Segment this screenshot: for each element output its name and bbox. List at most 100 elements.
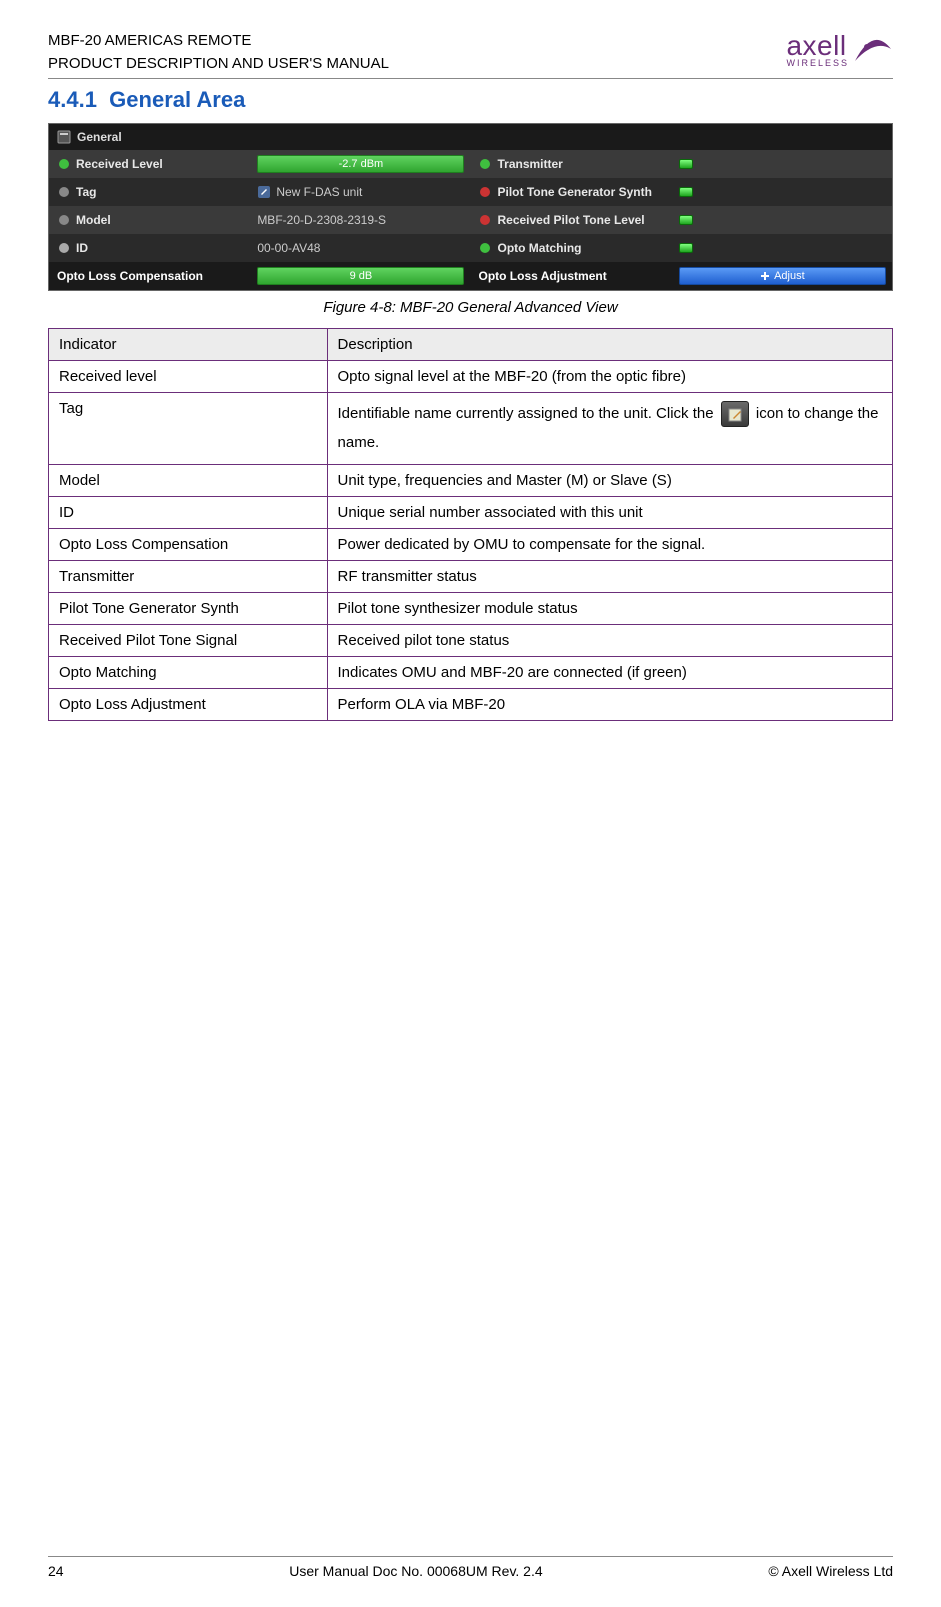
indicator-table: Indicator Description Received levelOpto…: [48, 328, 893, 721]
row-value-left: New F-DAS unit: [251, 178, 470, 206]
description-cell: Unique serial number associated with thi…: [327, 497, 892, 529]
signal-icon: [57, 157, 71, 171]
description-cell: Perform OLA via MBF-20: [327, 689, 892, 721]
table-row: Opto Loss CompensationPower dedicated by…: [49, 529, 893, 561]
row-label-left: Opto Loss Compensation: [49, 262, 251, 290]
row-value-left: 00-00-AV48: [251, 234, 470, 262]
screenshot-row: Model MBF-20-D-2308-2319-S Received Pilot …: [49, 206, 892, 234]
row-label-left: Received Level: [49, 150, 251, 178]
row-value-right: Adjust: [673, 262, 892, 290]
general-panel-screenshot: General Received Level -2.7 dBm Transmitte…: [48, 123, 893, 291]
indicator-cell: Pilot Tone Generator Synth: [49, 593, 328, 625]
section-number: 4.4.1: [48, 87, 97, 112]
row-value-right: [673, 234, 892, 262]
logo-swoosh-icon: [853, 31, 893, 67]
footer-page-number: 24: [48, 1563, 64, 1579]
logo-subtext: WIRELESS: [786, 58, 849, 68]
table-row: Received levelOpto signal level at the M…: [49, 361, 893, 393]
row-value-left: -2.7 dBm: [251, 150, 470, 178]
section-heading: 4.4.1 General Area: [48, 87, 893, 113]
indicator-cell: Model: [49, 465, 328, 497]
id-icon: [57, 241, 71, 255]
wave-icon: [478, 185, 492, 199]
screenshot-row: Received Level -2.7 dBm Transmitter: [49, 150, 892, 178]
status-led: [679, 215, 693, 225]
description-cell: Pilot tone synthesizer module status: [327, 593, 892, 625]
table-row: Pilot Tone Generator SynthPilot tone syn…: [49, 593, 893, 625]
table-row: Opto Loss AdjustmentPerform OLA via MBF-…: [49, 689, 893, 721]
panel-title: General: [77, 130, 122, 144]
header-line1: MBF-20 AMERICAS REMOTE: [48, 30, 389, 51]
indicator-cell: Received Pilot Tone Signal: [49, 625, 328, 657]
value-text: New F-DAS unit: [276, 185, 362, 199]
row-label-left: ID: [49, 234, 251, 262]
figure-caption: Figure 4-8: MBF-20 General Advanced View: [48, 299, 893, 316]
indicator-cell: Transmitter: [49, 561, 328, 593]
header-text-block: MBF-20 AMERICAS REMOTE PRODUCT DESCRIPTI…: [48, 30, 389, 74]
table-row: ModelUnit type, frequencies and Master (…: [49, 465, 893, 497]
page-footer: 24 User Manual Doc No. 00068UM Rev. 2.4 …: [48, 1556, 893, 1579]
tag-icon: [57, 185, 71, 199]
adjust-button[interactable]: Adjust: [679, 267, 886, 285]
value-text: 00-00-AV48: [257, 241, 320, 255]
description-cell: Indicates OMU and MBF-20 are connected (…: [327, 657, 892, 689]
description-cell: Opto signal level at the MBF-20 (from th…: [327, 361, 892, 393]
indicator-cell: ID: [49, 497, 328, 529]
row-label-right: Opto Loss Adjustment: [470, 262, 672, 290]
description-cell: Power dedicated by OMU to compensate for…: [327, 529, 892, 561]
header-rule: [48, 78, 893, 79]
screenshot-row: Opto Loss Compensation 9 dB Opto Loss Adju…: [49, 262, 892, 290]
table-row: TransmitterRF transmitter status: [49, 561, 893, 593]
row-value-left: 9 dB: [251, 262, 470, 290]
adjust-icon: [760, 271, 770, 281]
panel-header: General: [49, 124, 892, 150]
edit-icon: [721, 401, 749, 427]
table-header-row: Indicator Description: [49, 329, 893, 361]
page-header: MBF-20 AMERICAS REMOTE PRODUCT DESCRIPTI…: [48, 30, 893, 74]
table-header-indicator: Indicator: [49, 329, 328, 361]
indicator-cell: Tag: [49, 393, 328, 465]
row-label-left: Tag: [49, 178, 251, 206]
row-value-right: [673, 206, 892, 234]
table-row: IDUnique serial number associated with t…: [49, 497, 893, 529]
description-cell: Unit type, frequencies and Master (M) or…: [327, 465, 892, 497]
wave-icon: [478, 213, 492, 227]
status-led: [679, 159, 693, 169]
antenna-icon: [478, 157, 492, 171]
row-label-right: Received Pilot Tone Level: [470, 206, 672, 234]
value-bar: -2.7 dBm: [257, 155, 464, 173]
row-label-right: Opto Matching: [470, 234, 672, 262]
screenshot-row: ID 00-00-AV48 Opto Matching: [49, 234, 892, 262]
table-row: Received Pilot Tone SignalReceived pilot…: [49, 625, 893, 657]
row-label-right: Transmitter: [470, 150, 672, 178]
plug-icon: [478, 241, 492, 255]
header-line2: PRODUCT DESCRIPTION AND USER'S MANUAL: [48, 53, 389, 74]
table-header-description: Description: [327, 329, 892, 361]
indicator-cell: Opto Loss Adjustment: [49, 689, 328, 721]
footer-right: © Axell Wireless Ltd: [768, 1563, 893, 1579]
status-led: [679, 243, 693, 253]
description-cell: Identifiable name currently assigned to …: [327, 393, 892, 465]
section-title-text: General Area: [109, 87, 245, 112]
indicator-cell: Received level: [49, 361, 328, 393]
indicator-cell: Opto Matching: [49, 657, 328, 689]
row-label-right: Pilot Tone Generator Synth: [470, 178, 672, 206]
footer-center: User Manual Doc No. 00068UM Rev. 2.4: [289, 1563, 542, 1579]
screenshot-row: Tag New F-DAS unit Pilot Tone Generator Sy…: [49, 178, 892, 206]
value-bar: 9 dB: [257, 267, 464, 285]
description-cell: Received pilot tone status: [327, 625, 892, 657]
indicator-cell: Opto Loss Compensation: [49, 529, 328, 561]
description-cell: RF transmitter status: [327, 561, 892, 593]
row-value-right: [673, 178, 892, 206]
edit-icon[interactable]: [257, 185, 271, 199]
value-text: MBF-20-D-2308-2319-S: [257, 213, 386, 227]
logo: axell WIRELESS: [786, 30, 893, 68]
row-value-right: [673, 150, 892, 178]
footer-rule: [48, 1556, 893, 1557]
row-value-left: MBF-20-D-2308-2319-S: [251, 206, 470, 234]
table-row: TagIdentifiable name currently assigned …: [49, 393, 893, 465]
model-icon: [57, 213, 71, 227]
panel-icon: [57, 130, 71, 144]
table-row: Opto MatchingIndicates OMU and MBF-20 ar…: [49, 657, 893, 689]
row-label-left: Model: [49, 206, 251, 234]
